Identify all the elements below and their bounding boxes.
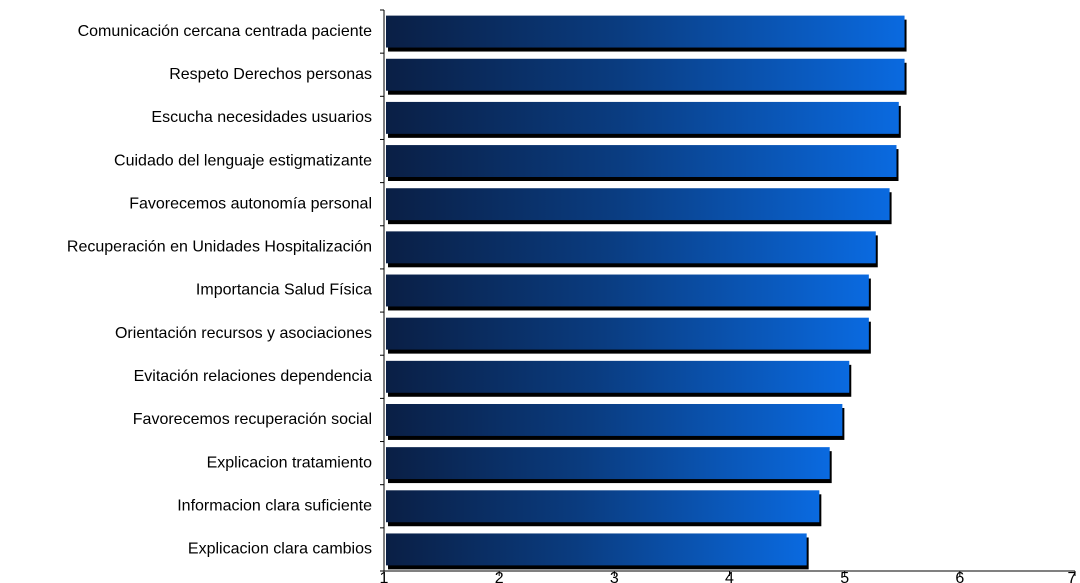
bar: [386, 15, 905, 48]
bar: [386, 188, 890, 221]
plot-area: Comunicación cercana centrada paciente Re…: [67, 9, 1077, 583]
category-label: Favorecemos recuperación social: [133, 411, 372, 428]
bar: [386, 317, 869, 350]
bar: [386, 145, 897, 178]
x-tick-label: 6: [955, 570, 964, 583]
bar: [386, 533, 807, 566]
category-label: Favorecemos autonomía personal: [129, 195, 372, 212]
bar: [386, 231, 876, 264]
category-label: Importancia Salud Física: [196, 282, 372, 299]
category-label: Explicacion clara cambios: [188, 541, 372, 558]
bar: [386, 490, 820, 523]
category-label: Explicacion tratamiento: [207, 454, 373, 471]
bar: [386, 403, 843, 436]
x-tick-label: 7: [1068, 570, 1077, 583]
x-tick-label: 5: [840, 570, 849, 583]
category-label: Recuperación en Unidades Hospitalización: [67, 239, 372, 256]
bar: [386, 101, 899, 134]
category-label: Evitación relaciones dependencia: [134, 368, 372, 385]
category-label: Escucha necesidades usuarios: [151, 109, 372, 126]
category-label: Respeto Derechos personas: [169, 66, 372, 83]
bar: [386, 360, 850, 393]
x-tick-label: 3: [610, 570, 619, 583]
bar: [386, 447, 830, 480]
x-tick-label: 4: [725, 570, 734, 583]
category-label: Informacion clara suficiente: [177, 497, 372, 514]
bar: [386, 58, 905, 91]
x-tick-label: 2: [495, 570, 504, 583]
category-label: Orientación recursos y asociaciones: [115, 325, 372, 342]
x-tick-label: 1: [380, 570, 389, 583]
category-label: Cuidado del lenguaje estigmatizante: [114, 152, 372, 169]
bar: [386, 274, 869, 307]
category-label: Comunicación cercana centrada paciente: [78, 23, 373, 40]
